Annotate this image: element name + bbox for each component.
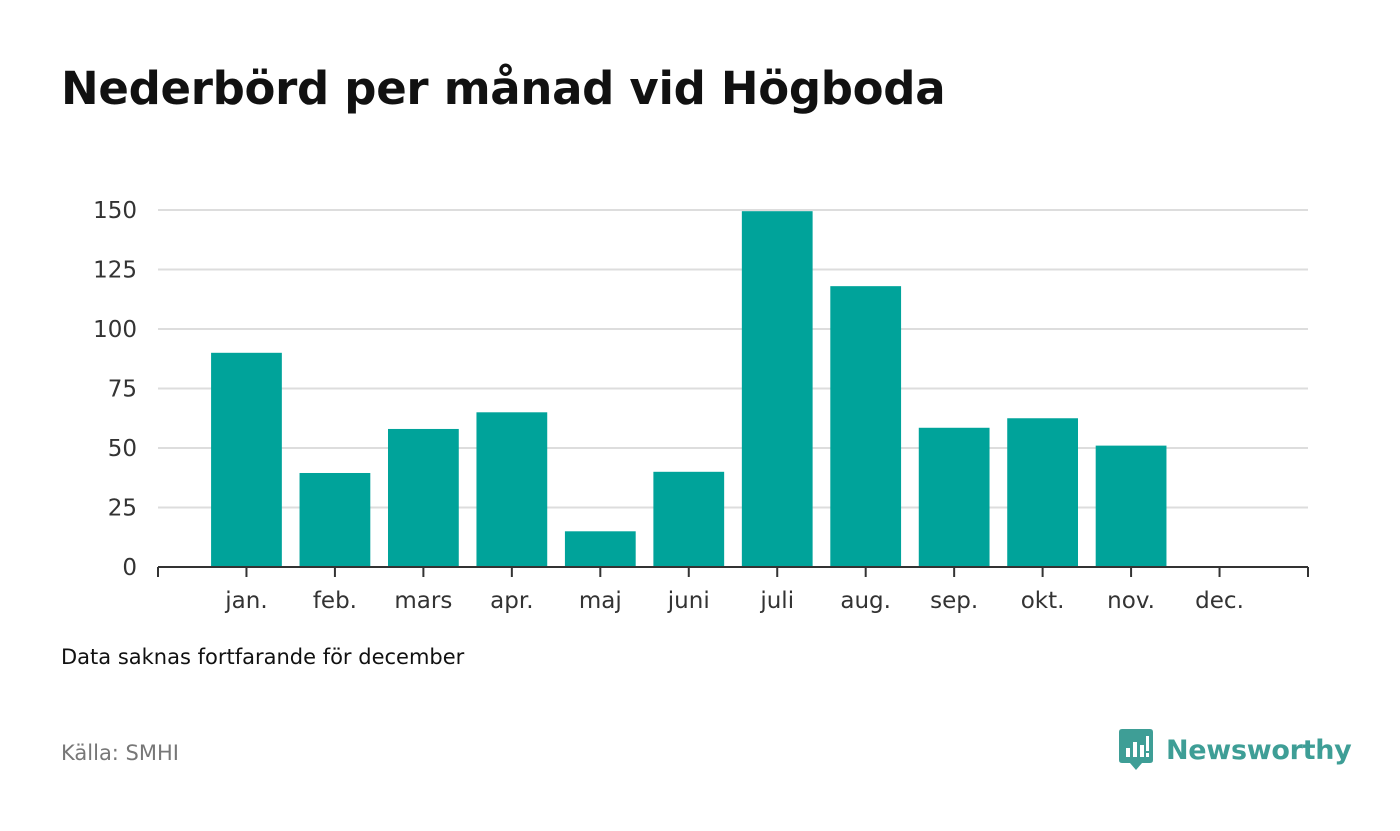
newsworthy-logo: Newsworthy <box>1118 728 1352 772</box>
bar <box>211 352 282 567</box>
bar <box>741 211 813 567</box>
x-axis <box>157 566 1309 577</box>
footnote: Data saknas fortfarande för december <box>61 645 465 669</box>
y-tick-label: 150 <box>93 198 137 224</box>
y-tick-label: 25 <box>108 496 137 522</box>
y-axis-tick-labels: 0 25 50 75 100 125 150 <box>93 198 137 581</box>
x-tick-label: juni <box>667 588 710 614</box>
x-tick-label: jan. <box>224 588 267 614</box>
bar <box>388 428 459 567</box>
x-tick-label: apr. <box>490 588 533 614</box>
y-tick-label: 0 <box>122 555 137 581</box>
x-axis-tick-labels: jan. feb. mars apr. maj juni juli aug. sep. okt. n… <box>224 588 1244 614</box>
x-tick-label: okt. <box>1021 588 1065 614</box>
x-tick-label: feb. <box>313 588 357 614</box>
bar <box>830 286 902 567</box>
x-tick-label: dec. <box>1195 588 1244 614</box>
y-tick-label: 100 <box>93 317 137 343</box>
x-tick-label: sep. <box>930 588 978 614</box>
bar <box>476 412 548 567</box>
x-tick-label: maj <box>579 588 622 614</box>
brand-name: Newsworthy <box>1166 734 1352 766</box>
y-tick-label: 125 <box>93 258 137 284</box>
x-tick-label: mars <box>394 588 452 614</box>
bar <box>299 472 371 567</box>
bar <box>564 531 636 567</box>
bar <box>1007 418 1078 567</box>
bars <box>211 211 1167 567</box>
x-tick-label: aug. <box>840 588 891 614</box>
bar <box>1095 445 1167 567</box>
y-tick-label: 50 <box>108 436 137 462</box>
x-tick-label: juli <box>759 588 794 614</box>
y-tick-label: 75 <box>108 377 137 403</box>
bar <box>653 471 725 567</box>
chart-title: Nederbörd per månad vid Högboda <box>61 62 946 115</box>
bar <box>918 427 990 567</box>
newsworthy-chart-bubble-icon <box>1119 729 1153 770</box>
x-tick-label: nov. <box>1107 588 1155 614</box>
source-credit: Källa: SMHI <box>61 741 179 765</box>
